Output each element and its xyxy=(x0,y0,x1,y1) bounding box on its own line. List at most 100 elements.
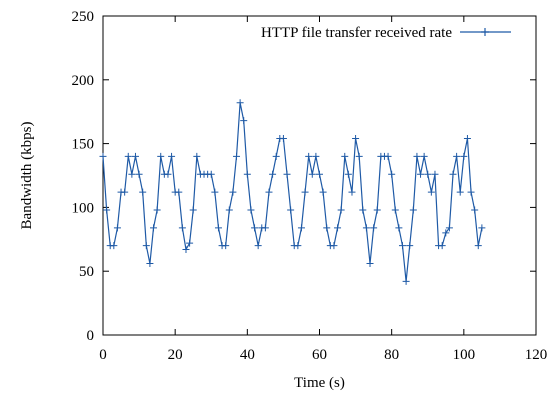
data-point xyxy=(456,188,464,196)
data-point xyxy=(272,152,280,160)
data-point xyxy=(334,224,342,232)
data-point xyxy=(344,170,352,178)
data-point xyxy=(460,152,468,160)
x-tick-label: 120 xyxy=(525,347,548,363)
data-point xyxy=(243,170,251,178)
data-point xyxy=(370,224,378,232)
data-point xyxy=(467,188,475,196)
data-point xyxy=(193,152,201,160)
data-point xyxy=(388,170,396,178)
data-point xyxy=(402,277,410,285)
data-point xyxy=(222,242,230,250)
x-tick-label: 40 xyxy=(240,347,255,363)
data-point xyxy=(398,242,406,250)
data-point xyxy=(150,224,158,232)
data-point xyxy=(301,188,309,196)
data-point xyxy=(178,224,186,232)
data-point xyxy=(269,170,277,178)
data-point xyxy=(214,224,222,232)
data-point xyxy=(168,152,176,160)
legend-label: HTTP file transfer received rate xyxy=(261,25,452,41)
data-point xyxy=(207,170,215,178)
data-point xyxy=(417,170,425,178)
data-point xyxy=(124,152,132,160)
data-point xyxy=(247,206,255,214)
y-axis-title: Bandwidth (kbps) xyxy=(19,122,35,230)
data-point xyxy=(164,170,172,178)
data-point xyxy=(463,135,471,142)
data-point xyxy=(431,170,439,178)
data-point xyxy=(395,224,403,232)
data-point xyxy=(283,170,291,178)
data-point xyxy=(121,188,129,196)
x-tick-label: 80 xyxy=(384,347,399,363)
data-point xyxy=(110,242,118,250)
series-layer xyxy=(99,99,486,285)
data-point xyxy=(99,152,107,160)
data-point xyxy=(225,206,233,214)
data-point xyxy=(352,135,360,142)
data-point xyxy=(384,152,392,160)
data-point xyxy=(323,224,331,232)
data-point xyxy=(438,242,446,250)
axis-ticks xyxy=(102,15,537,336)
data-point xyxy=(254,242,262,250)
data-point xyxy=(348,188,356,196)
data-point xyxy=(157,152,165,160)
x-tick-label: 20 xyxy=(168,347,183,363)
data-point xyxy=(312,152,320,160)
data-point xyxy=(359,206,367,214)
data-point xyxy=(319,188,327,196)
y-tick-label: 50 xyxy=(79,264,94,280)
y-tick-label: 100 xyxy=(72,200,95,216)
data-point xyxy=(189,206,197,214)
data-point xyxy=(139,188,147,196)
data-point xyxy=(442,229,450,237)
data-point xyxy=(373,206,381,214)
data-point xyxy=(135,170,143,178)
data-point xyxy=(471,206,479,214)
data-point xyxy=(362,224,370,232)
legend-marker-swatch xyxy=(481,28,489,36)
data-point xyxy=(175,188,183,196)
data-point xyxy=(391,206,399,214)
data-point xyxy=(305,152,313,160)
data-point xyxy=(182,246,190,254)
y-tick-label: 200 xyxy=(72,73,95,89)
data-point xyxy=(142,242,150,250)
data-point xyxy=(445,224,453,232)
data-point xyxy=(316,170,323,178)
data-point xyxy=(366,260,374,268)
y-tick-label: 0 xyxy=(87,328,95,344)
data-point xyxy=(413,152,421,160)
data-point xyxy=(337,206,345,214)
data-point xyxy=(261,224,269,232)
data-point xyxy=(211,188,219,196)
data-point xyxy=(474,242,482,250)
data-point xyxy=(420,152,428,160)
axis-tick-labels: 0 20 40 60 80 100 120 0 50 100 150 200 250 xyxy=(72,9,548,363)
data-point xyxy=(297,224,305,232)
data-point xyxy=(355,152,363,160)
data-point xyxy=(236,99,244,107)
data-point xyxy=(233,152,241,160)
data-point xyxy=(131,152,139,160)
data-point xyxy=(287,206,295,214)
data-point xyxy=(453,152,461,160)
data-point xyxy=(308,170,316,178)
data-point xyxy=(229,188,237,196)
data-point xyxy=(341,152,349,160)
x-axis-title: Time (s) xyxy=(294,375,345,391)
x-tick-label: 100 xyxy=(453,347,476,363)
data-point xyxy=(427,188,435,196)
data-point xyxy=(478,224,486,232)
data-point xyxy=(146,260,154,268)
data-point xyxy=(279,135,287,142)
data-point xyxy=(406,242,414,250)
data-point xyxy=(265,188,273,196)
y-tick-label: 250 xyxy=(72,9,95,25)
data-point xyxy=(113,224,121,232)
data-point xyxy=(103,206,111,214)
legend: HTTP file transfer received rate xyxy=(261,25,511,41)
data-point xyxy=(240,117,248,125)
